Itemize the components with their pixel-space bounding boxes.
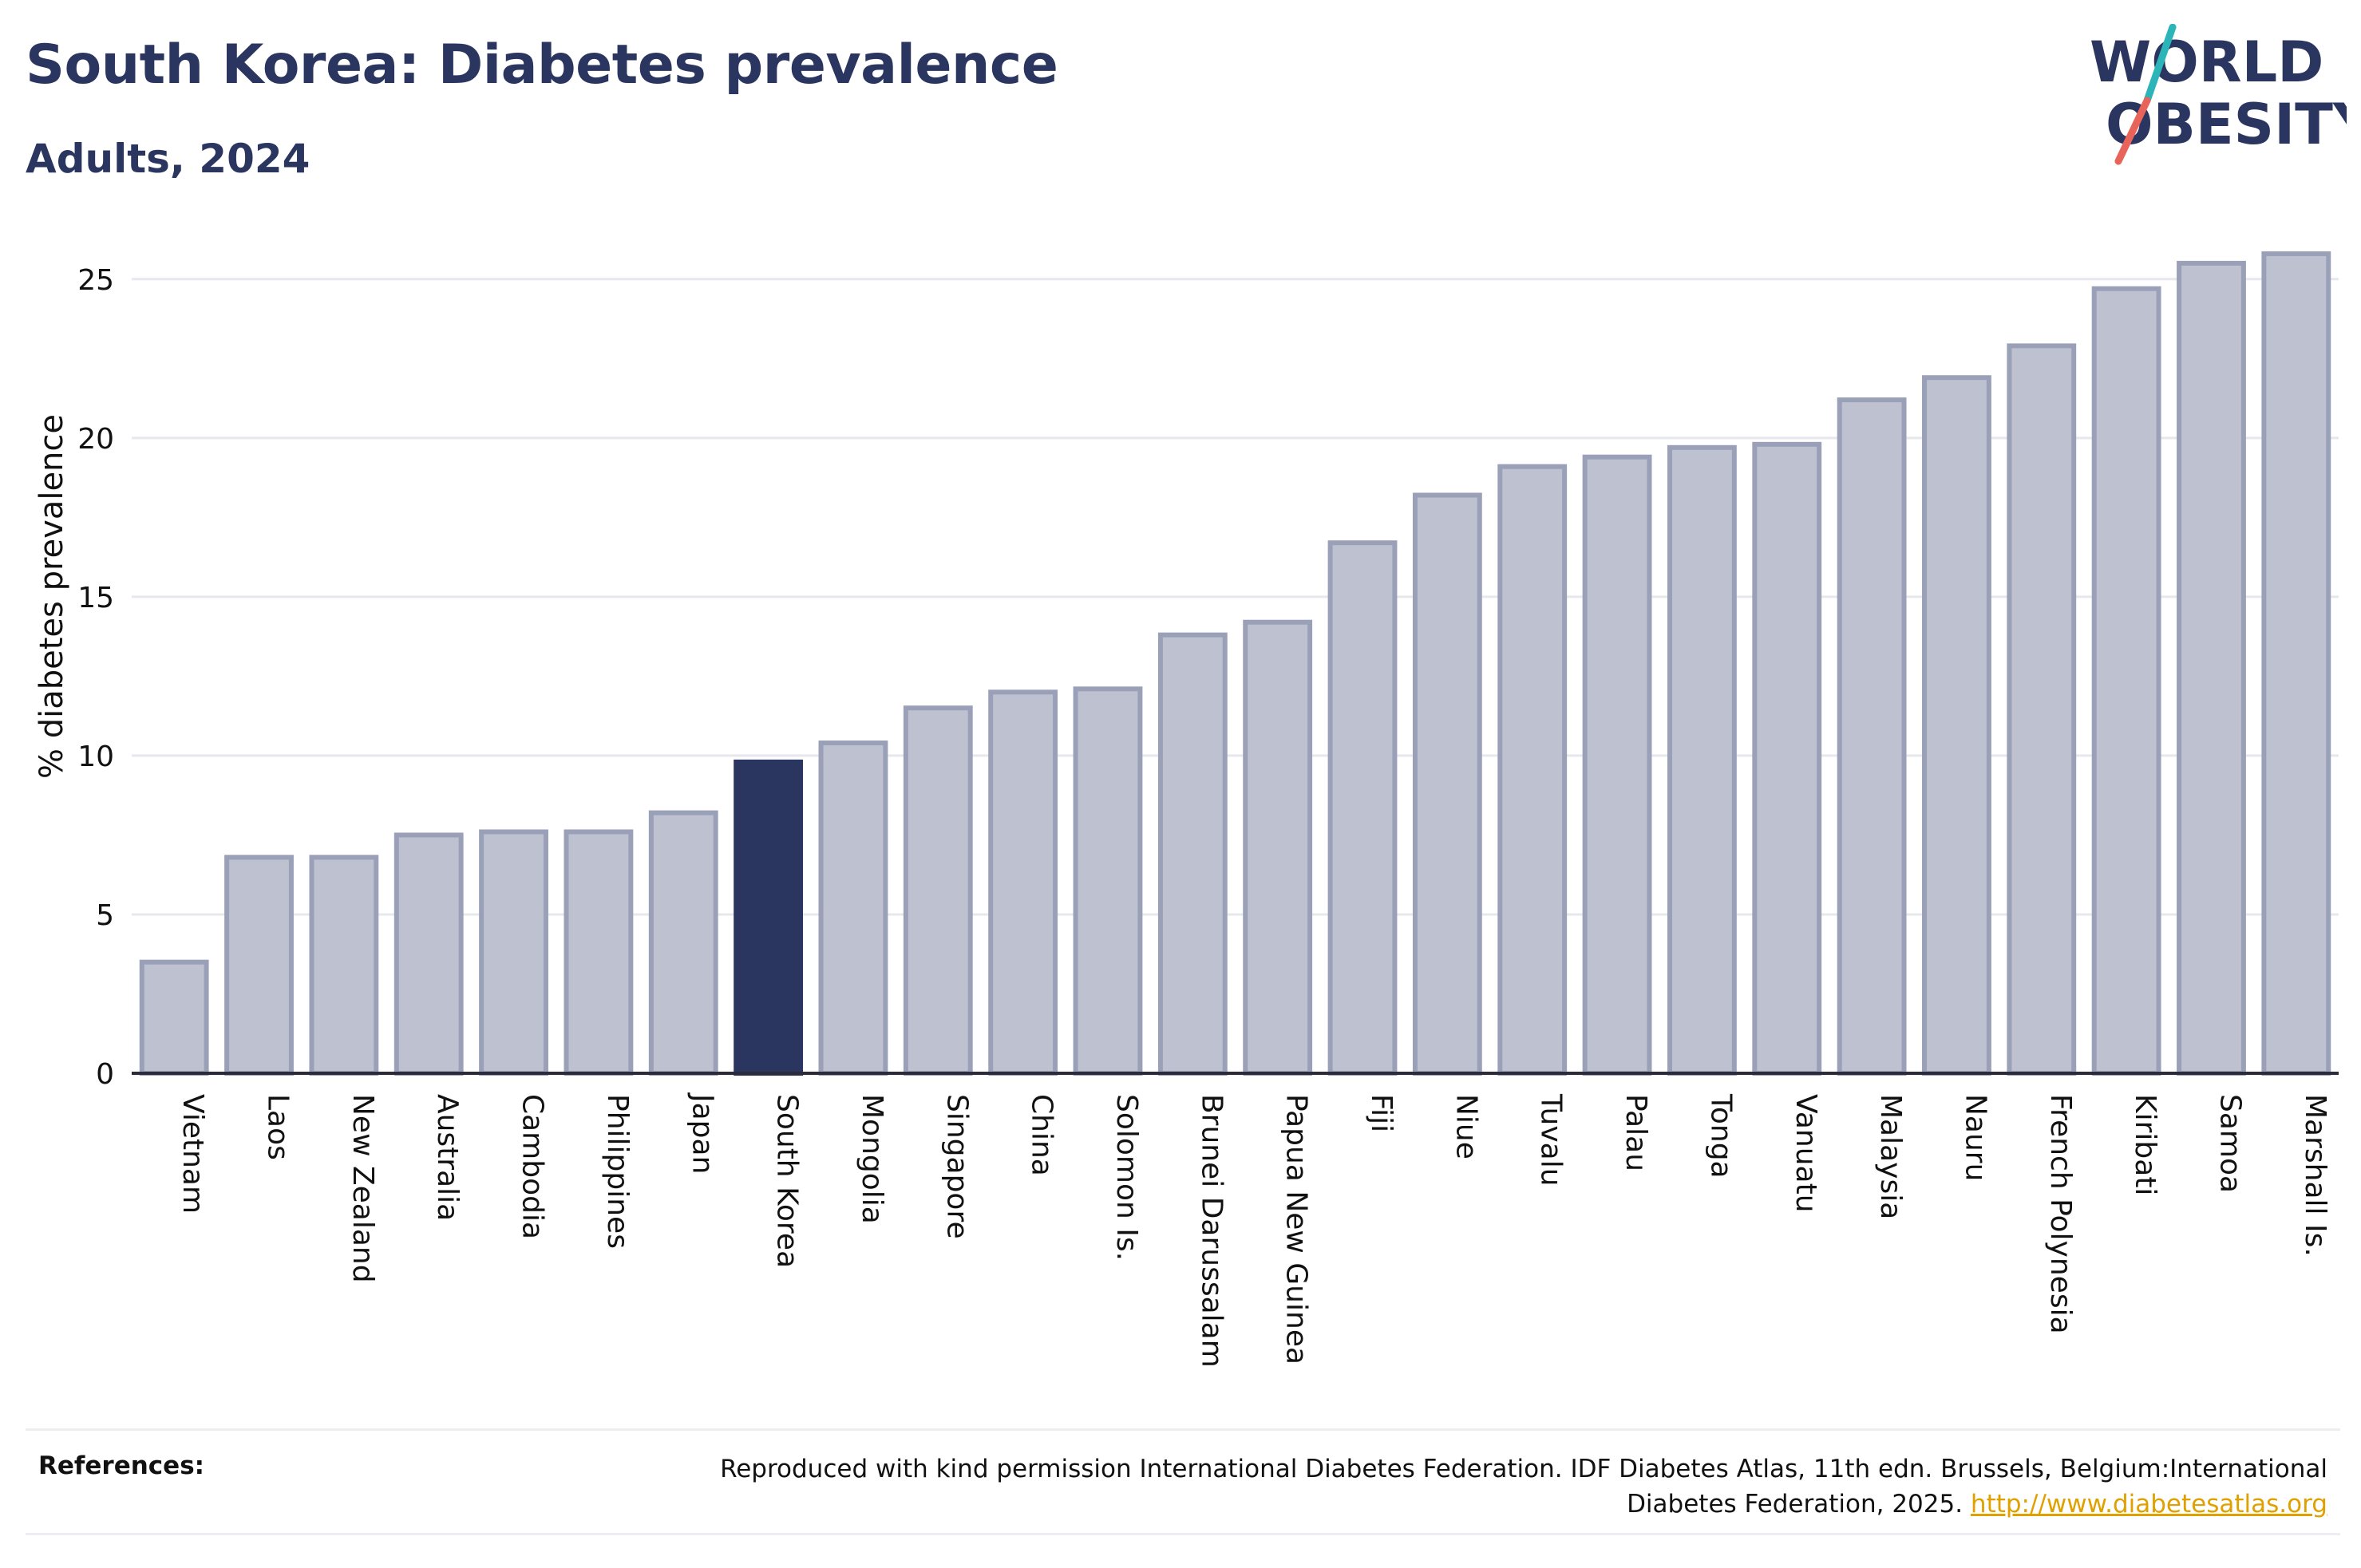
x-tick-label: New Zealand (346, 1094, 379, 1283)
x-tick-label: French Polynesia (2044, 1094, 2077, 1334)
y-tick-label: 10 (77, 741, 114, 773)
references-text: Reproduced with kind permission Internat… (611, 1451, 2327, 1522)
bar (564, 829, 634, 1076)
y-tick-label: 20 (77, 423, 114, 456)
world-obesity-logo: WORLD OBESITY (2090, 24, 2347, 165)
x-tick-label: Vanuatu (1790, 1094, 1822, 1213)
bars (139, 251, 2331, 1076)
bar (1412, 492, 1482, 1076)
x-tick-label: Kiribati (2129, 1094, 2161, 1195)
x-tick-label: Palau (1619, 1094, 1652, 1171)
y-tick-label: 0 (96, 1058, 114, 1091)
x-tick-label: Japan (686, 1092, 718, 1174)
bar (2177, 260, 2246, 1076)
references-label: References: (38, 1451, 205, 1480)
x-tick-label: Brunei Darussalam (1195, 1094, 1228, 1368)
x-tick-label: Marshall Is. (2299, 1094, 2331, 1257)
x-tick-label: Papua New Guinea (1280, 1094, 1313, 1365)
x-tick-label: Mongolia (856, 1094, 888, 1224)
bar (1497, 464, 1568, 1076)
bar (309, 855, 379, 1076)
logo-line1: WORLD (2090, 30, 2323, 95)
bar (1667, 444, 1737, 1076)
x-tick-label: Malaysia (1874, 1094, 1907, 1219)
chart-title: South Korea: Diabetes prevalence (26, 34, 1058, 97)
logo-slash-top (2143, 24, 2177, 105)
x-tick-label: Laos (262, 1094, 295, 1160)
x-tick-label: Singapore (940, 1094, 973, 1239)
y-tick-label: 25 (77, 264, 114, 297)
bar (648, 810, 718, 1076)
x-tick-label: Philippines (601, 1094, 634, 1249)
bar (988, 689, 1058, 1076)
x-tick-label: Niue (1449, 1094, 1482, 1159)
bar (394, 832, 464, 1076)
x-tick-label: Vietnam (176, 1094, 209, 1214)
references-link[interactable]: http://www.diabetesatlas.org (1970, 1490, 2327, 1519)
y-axis-title: % diabetes prevalence (34, 414, 70, 779)
y-tick-label: 5 (96, 899, 114, 932)
bar (1327, 540, 1398, 1076)
category-labels: Vietnam Laos New Zealand Australia Cambodia P… (176, 1092, 2331, 1368)
bar (2261, 251, 2331, 1076)
axes: 0 5 10 15 20 25 (77, 264, 2339, 1091)
bar (1582, 454, 1652, 1076)
references-citation: Reproduced with kind permission Internat… (720, 1455, 2327, 1519)
logo-slash-bottom (2114, 97, 2151, 165)
bar (903, 705, 973, 1076)
x-tick-label: Tuvalu (1535, 1093, 1568, 1187)
x-tick-label: Fiji (1365, 1094, 1398, 1132)
bar (2007, 343, 2077, 1076)
bar (1752, 441, 1822, 1076)
bar (818, 741, 888, 1076)
x-tick-label: South Korea (771, 1094, 804, 1268)
bar (224, 855, 294, 1076)
bar (1243, 619, 1313, 1076)
bar-highlight (734, 759, 804, 1076)
x-tick-label: Cambodia (516, 1094, 549, 1239)
x-tick-label: Nauru (1959, 1094, 1991, 1181)
chart-subtitle: Adults, 2024 (26, 136, 310, 182)
x-tick-label: Solomon Is. (1110, 1094, 1143, 1261)
bar (1922, 375, 1991, 1076)
bar (1073, 686, 1143, 1076)
x-tick-label: Australia (431, 1094, 464, 1221)
x-tick-label: Tonga (1704, 1093, 1737, 1179)
x-tick-label: China (1026, 1094, 1058, 1176)
bar (2091, 286, 2161, 1076)
bar (139, 959, 209, 1076)
bar (1837, 397, 1907, 1076)
y-tick-label: 15 (77, 582, 114, 614)
bar (1157, 632, 1228, 1076)
bar (479, 829, 548, 1076)
bar-chart: 0 5 10 15 20 25 Vietnam Laos New Zealand Austral… (34, 251, 2339, 1368)
x-tick-label: Samoa (2213, 1094, 2246, 1193)
references-panel: References: Reproduced with kind permiss… (26, 1428, 2340, 1535)
